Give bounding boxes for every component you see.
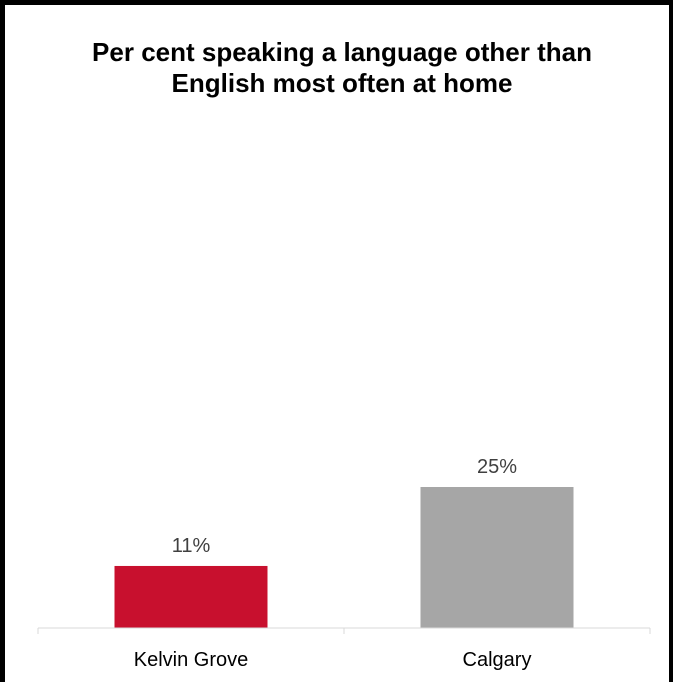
data-label: 11% xyxy=(172,535,211,557)
x-tick-label: Calgary xyxy=(463,649,532,671)
x-tick-label: Kelvin Grove xyxy=(134,649,249,671)
bar-kelvin-grove xyxy=(114,565,268,628)
value-labels-group: 11% 25% xyxy=(172,456,518,557)
bar-calgary xyxy=(420,487,574,628)
x-axis: Kelvin Grove Calgary xyxy=(37,627,651,671)
data-label: 25% xyxy=(477,456,517,478)
chart-title: Per cent speaking a language other than … xyxy=(92,37,592,98)
bars-group xyxy=(114,487,574,628)
